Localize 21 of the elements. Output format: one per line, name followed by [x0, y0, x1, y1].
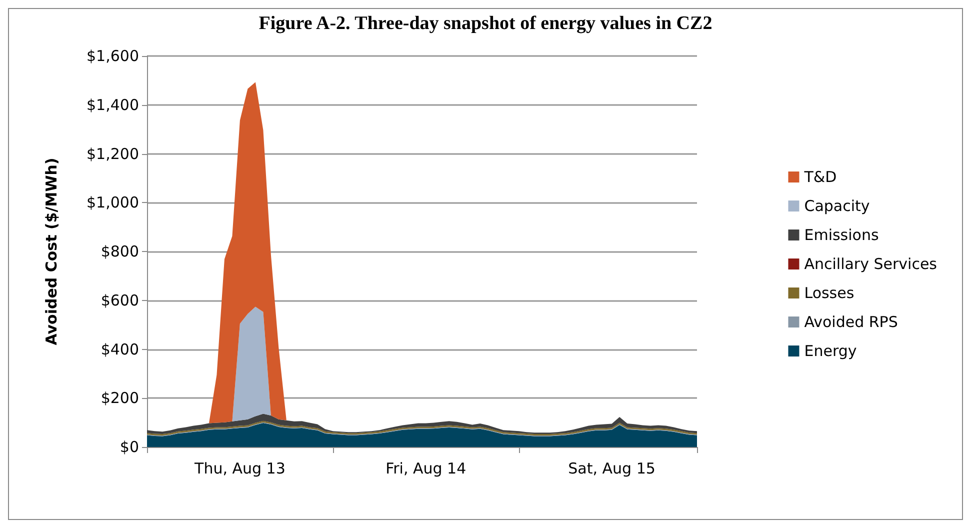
- legend-label: Energy: [804, 342, 857, 360]
- y-tick-label: $200: [100, 389, 139, 408]
- legend-label: Losses: [804, 284, 854, 302]
- y-tick-label: $1,600: [86, 47, 139, 65]
- chart-title: Figure A-2. Three-day snapshot of energy values in CZ2: [258, 13, 712, 34]
- y-tick-label: $0: [120, 438, 139, 456]
- legend-label: Emissions: [804, 226, 879, 244]
- legend-label: Avoided RPS: [804, 313, 898, 331]
- y-tick-label: $600: [100, 291, 139, 310]
- y-tick-label: $1,400: [86, 96, 139, 114]
- x-tick-label: Thu, Aug 13: [194, 460, 286, 478]
- legend-label: Ancillary Services: [804, 255, 938, 273]
- y-tick-label: $1,200: [86, 144, 139, 163]
- y-tick-label: $400: [100, 340, 139, 358]
- y-tick-label: $1,000: [86, 194, 139, 212]
- y-axis-title: Avoided Cost ($/MWh): [42, 158, 60, 346]
- y-tick-label: $800: [100, 242, 139, 260]
- x-tick-label: Sat, Aug 15: [568, 460, 656, 478]
- legend-label: Capacity: [804, 197, 870, 215]
- x-tick-label: Fri, Aug 14: [386, 460, 466, 478]
- legend-label: T&D: [803, 168, 837, 186]
